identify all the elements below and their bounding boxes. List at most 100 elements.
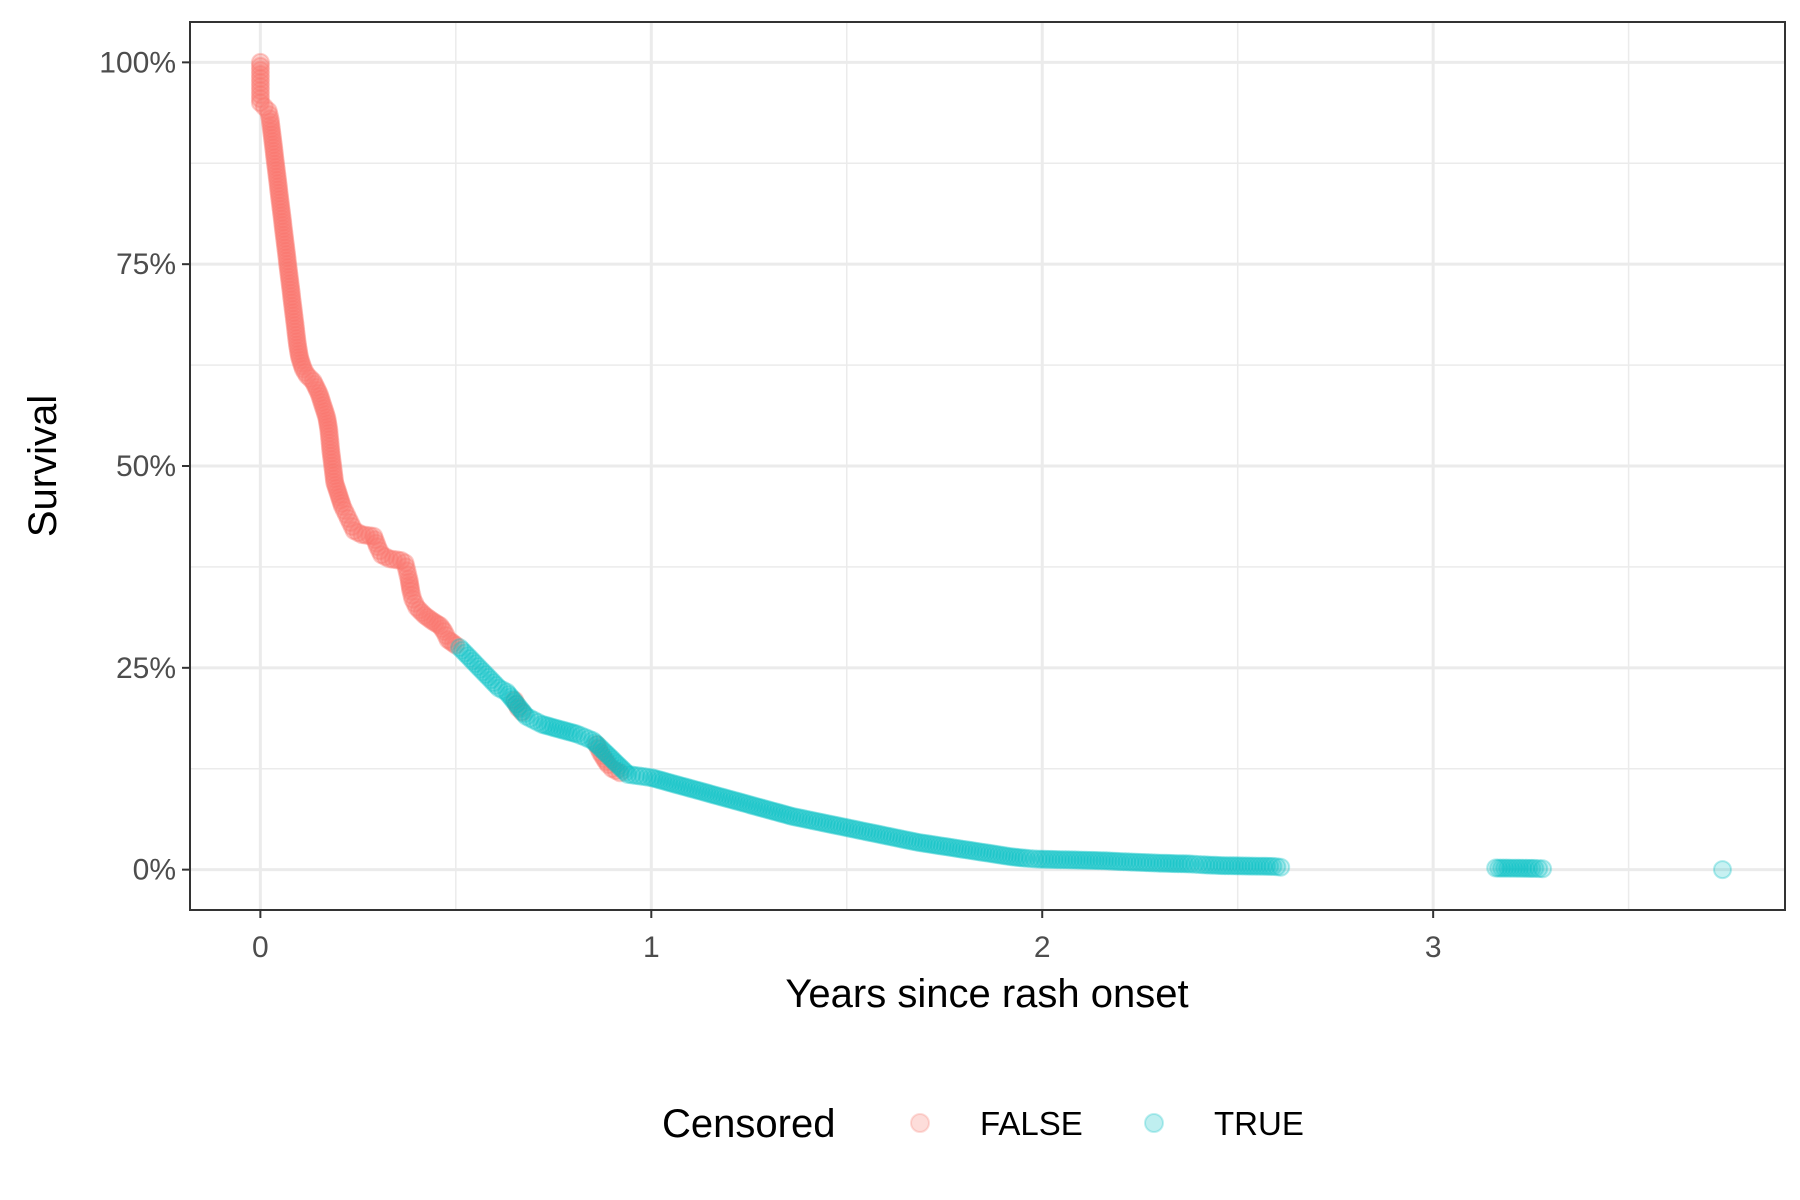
point-true [750, 798, 770, 817]
point-true [1231, 856, 1251, 876]
point-false [329, 484, 349, 504]
point-false [269, 180, 289, 200]
point-false [288, 338, 308, 358]
point-true [832, 817, 852, 837]
point-true [650, 770, 670, 790]
point-false [275, 235, 295, 255]
point-true [917, 834, 936, 854]
point-true [1263, 856, 1283, 876]
point-false [286, 322, 306, 342]
point-false [291, 353, 311, 373]
point-false [400, 575, 420, 595]
point-true [938, 837, 958, 857]
point-true [988, 845, 1008, 865]
point-false [283, 296, 303, 316]
point-false [281, 280, 301, 300]
point-true [1199, 855, 1219, 875]
point-false [326, 475, 346, 495]
point-true [1525, 858, 1545, 878]
point-false [395, 553, 415, 573]
point-true [810, 812, 830, 832]
point-false [250, 60, 270, 80]
point-true [738, 794, 758, 814]
point-false [268, 174, 288, 193]
point-true [1070, 850, 1090, 870]
point-false [368, 537, 388, 557]
point-false [280, 270, 300, 290]
point-true [910, 833, 930, 853]
point-true [1044, 850, 1064, 869]
legend-title: Censored [662, 1102, 835, 1146]
point-true [735, 793, 755, 813]
point-false [306, 377, 326, 397]
point-true [1238, 856, 1257, 876]
point-true [985, 844, 1005, 864]
data-points [250, 52, 1732, 880]
point-true [1007, 847, 1027, 867]
point-true [682, 779, 702, 799]
point-false [401, 581, 421, 601]
point-true [600, 747, 620, 767]
point-false [293, 359, 313, 379]
point-true [1228, 856, 1248, 876]
point-false [311, 389, 331, 409]
point-false [308, 380, 327, 400]
point-true [1064, 850, 1083, 870]
point-true [715, 788, 735, 808]
y-tick-label: 75% [116, 248, 176, 281]
point-true [1253, 856, 1273, 876]
point-false [269, 183, 289, 203]
point-true [892, 829, 911, 849]
point-true [920, 834, 940, 854]
point-false [261, 112, 280, 132]
point-false [508, 698, 528, 718]
point-true [860, 823, 880, 842]
point-true [895, 830, 915, 850]
point-true [1067, 850, 1087, 870]
point-true [1123, 852, 1143, 872]
point-true [532, 714, 552, 734]
point-false [281, 277, 300, 297]
point-true [857, 822, 877, 842]
point-true [779, 806, 799, 825]
point-false [284, 303, 304, 323]
point-true [1159, 853, 1179, 873]
point-true [575, 727, 595, 747]
point-false [403, 589, 423, 609]
point-true [995, 846, 1015, 866]
point-true [1060, 850, 1080, 870]
point-false [250, 56, 270, 76]
point-false [376, 547, 395, 567]
point-false [399, 569, 419, 589]
point-false [387, 550, 407, 570]
point-false [268, 170, 288, 190]
point-true [486, 675, 506, 695]
point-false [320, 433, 340, 453]
point-false [317, 411, 337, 431]
point-true [1165, 854, 1185, 874]
point-true [1028, 849, 1048, 869]
point-true [945, 838, 965, 858]
point-true [547, 718, 566, 738]
y-tick-label: 25% [116, 652, 176, 685]
point-true [773, 804, 793, 824]
point-false [270, 193, 290, 213]
point-false [425, 613, 445, 633]
point-false [352, 525, 372, 545]
point-true [450, 638, 470, 658]
point-true [759, 800, 779, 820]
point-true [688, 781, 708, 800]
point-true [630, 766, 650, 786]
point-false [594, 749, 614, 769]
point-false [250, 73, 270, 92]
point-true [888, 828, 908, 848]
point-false [262, 122, 282, 142]
point-true [885, 828, 905, 848]
point-false [286, 325, 306, 345]
point-true [795, 809, 814, 829]
point-true [1017, 848, 1037, 868]
point-false [283, 299, 303, 319]
point-false [598, 755, 618, 775]
point-true [718, 789, 737, 809]
point-false [333, 496, 352, 516]
